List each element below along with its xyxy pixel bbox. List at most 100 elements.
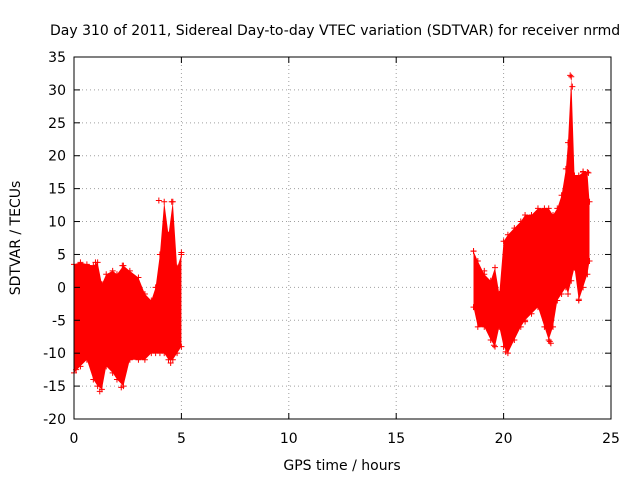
data-point bbox=[167, 360, 174, 367]
y-tick-label: 20 bbox=[48, 149, 66, 165]
data-point bbox=[545, 337, 552, 344]
data-point bbox=[174, 350, 181, 357]
data-point bbox=[541, 323, 548, 330]
data-point bbox=[155, 197, 162, 204]
y-tick-label: -5 bbox=[52, 313, 66, 329]
data-point bbox=[178, 343, 185, 350]
data-point bbox=[152, 284, 159, 291]
y-tick-label: -15 bbox=[43, 379, 66, 395]
data-point bbox=[562, 165, 569, 172]
data-point bbox=[165, 231, 172, 238]
data-point bbox=[534, 205, 541, 212]
data-point bbox=[169, 356, 176, 363]
data-points bbox=[71, 72, 593, 395]
y-tick-label: -10 bbox=[43, 346, 66, 362]
data-point bbox=[571, 264, 578, 271]
data-point bbox=[94, 383, 101, 390]
data-point bbox=[517, 323, 524, 330]
data-point bbox=[161, 198, 168, 205]
data-point bbox=[567, 72, 574, 79]
data-point bbox=[504, 231, 511, 238]
data-point bbox=[92, 259, 99, 266]
x-tick-label: 20 bbox=[495, 431, 513, 447]
data-point bbox=[487, 277, 494, 284]
data-point bbox=[141, 290, 148, 297]
x-tick-label: 5 bbox=[177, 431, 186, 447]
data-point bbox=[554, 297, 561, 304]
x-tick-label: 10 bbox=[280, 431, 298, 447]
data-point bbox=[522, 211, 529, 218]
data-point bbox=[481, 323, 488, 330]
data-point bbox=[575, 296, 582, 303]
y-tick-label: 5 bbox=[57, 247, 66, 263]
data-point bbox=[109, 369, 116, 376]
chart-title: Day 310 of 2011, Sidereal Day-to-day VTE… bbox=[50, 23, 620, 39]
data-point bbox=[141, 356, 148, 363]
data-point bbox=[156, 251, 163, 258]
y-tick-label: 30 bbox=[48, 83, 66, 99]
data-point bbox=[534, 304, 541, 311]
data-point bbox=[178, 249, 185, 256]
data-point bbox=[96, 388, 103, 395]
data-point bbox=[109, 267, 116, 274]
data-point bbox=[575, 172, 582, 179]
data-point bbox=[126, 267, 133, 274]
y-tick-label: 35 bbox=[48, 50, 66, 66]
data-point bbox=[568, 73, 575, 80]
data-point bbox=[502, 348, 509, 355]
data-point bbox=[470, 248, 477, 255]
data-point bbox=[558, 290, 565, 297]
grid bbox=[74, 57, 611, 419]
data-point bbox=[585, 169, 592, 176]
data-point bbox=[562, 284, 569, 291]
data-point bbox=[584, 271, 591, 278]
data-band bbox=[74, 76, 590, 390]
data-point bbox=[492, 264, 499, 271]
data-point bbox=[135, 274, 142, 281]
y-tick-label: 10 bbox=[48, 215, 66, 231]
y-tick-label: -20 bbox=[43, 412, 66, 428]
data-point bbox=[517, 218, 524, 225]
data-point bbox=[90, 376, 97, 383]
data-point bbox=[474, 323, 481, 330]
plot-frame bbox=[73, 56, 612, 420]
data-point bbox=[481, 267, 488, 274]
data-point bbox=[492, 343, 499, 350]
data-point bbox=[83, 261, 90, 268]
data-point bbox=[496, 323, 503, 330]
data-point bbox=[118, 384, 125, 391]
data-point bbox=[545, 205, 552, 212]
data-point bbox=[569, 83, 576, 90]
axis-ticks bbox=[73, 56, 612, 420]
data-point bbox=[558, 192, 565, 199]
data-point bbox=[565, 139, 572, 146]
data-band-segment bbox=[74, 201, 182, 390]
data-point bbox=[496, 290, 503, 297]
data-point bbox=[487, 337, 494, 344]
data-point bbox=[77, 259, 84, 266]
data-point bbox=[98, 281, 105, 288]
data-point bbox=[500, 343, 507, 350]
data-point bbox=[470, 304, 477, 311]
data-point bbox=[119, 262, 126, 269]
data-point bbox=[113, 271, 120, 278]
data-point bbox=[126, 356, 133, 363]
data-point bbox=[511, 337, 518, 344]
x-tick-labels: 0 5 10 15 20 25 bbox=[70, 431, 620, 447]
y-tick-labels: -20 -15 -10 -5 0 5 10 15 20 25 30 35 bbox=[43, 50, 66, 428]
data-point bbox=[565, 290, 572, 297]
data-point bbox=[174, 264, 181, 271]
data-point bbox=[500, 238, 507, 245]
data-point bbox=[168, 198, 175, 205]
data-point bbox=[586, 198, 593, 205]
data-point bbox=[528, 211, 535, 218]
data-point bbox=[522, 318, 529, 325]
data-point bbox=[568, 277, 575, 284]
data-point bbox=[511, 225, 518, 232]
data-point bbox=[584, 169, 591, 176]
data-point bbox=[546, 338, 553, 345]
y-tick-label: 0 bbox=[57, 280, 66, 296]
data-point bbox=[580, 284, 587, 291]
data-point bbox=[554, 205, 561, 212]
data-point bbox=[103, 363, 110, 370]
